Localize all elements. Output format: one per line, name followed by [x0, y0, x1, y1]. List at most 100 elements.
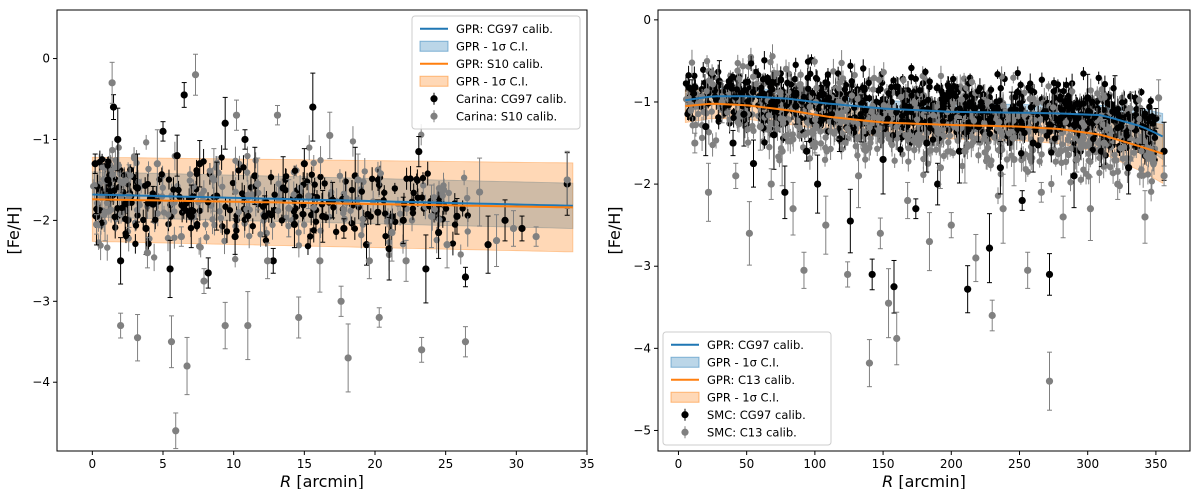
data-point: [789, 205, 797, 213]
data-point: [461, 273, 470, 281]
cloud-point: [291, 167, 299, 174]
cloud-point: [870, 74, 878, 82]
cloud-point: [703, 88, 710, 95]
cloud-point: [295, 242, 303, 249]
cloud-point: [1147, 97, 1154, 105]
data-point: [936, 164, 944, 172]
cloud-point: [806, 155, 814, 162]
cloud-point: [804, 58, 812, 65]
data-point: [688, 86, 696, 94]
data-point: [435, 228, 443, 237]
data-point: [109, 103, 118, 111]
cloud-point: [1078, 119, 1086, 126]
cloud-point: [377, 170, 384, 177]
cloud-point: [1085, 119, 1092, 126]
cloud-point: [206, 167, 214, 174]
data-point: [319, 212, 327, 220]
cloud-point: [235, 208, 242, 216]
data-point: [279, 184, 287, 192]
cloud-point: [145, 165, 152, 173]
cloud-point: [255, 189, 262, 197]
data-point: [1125, 164, 1133, 172]
cloud-point: [1087, 158, 1094, 165]
cloud-point: [709, 141, 716, 149]
data-point: [876, 229, 884, 237]
cloud-point: [685, 72, 692, 79]
data-point: [901, 102, 909, 110]
cloud-point: [1017, 118, 1025, 125]
cloud-point: [98, 156, 106, 163]
data-point: [354, 176, 362, 184]
cloud-point: [1014, 69, 1021, 77]
cloud-point: [750, 127, 757, 135]
cloud-point: [789, 131, 797, 138]
cloud-point: [295, 229, 302, 236]
cloud-point: [396, 210, 404, 217]
data-point: [715, 77, 723, 86]
data-point: [781, 188, 789, 196]
cloud-point: [773, 70, 781, 77]
cloud-point: [959, 162, 966, 170]
data-point: [210, 176, 218, 184]
legend-label: Carina: S10 calib.: [456, 109, 557, 123]
cloud-point: [1151, 134, 1159, 141]
cloud-point: [1075, 114, 1082, 122]
cloud-point: [985, 138, 992, 145]
data-point: [316, 257, 324, 265]
cloud-point: [988, 157, 995, 164]
cloud-point: [1048, 180, 1055, 188]
data-point: [518, 224, 526, 233]
cloud-point: [107, 206, 115, 214]
data-point: [221, 321, 229, 330]
cloud-point: [368, 175, 376, 183]
cloud-point: [734, 67, 741, 74]
cloud-point: [127, 172, 134, 179]
cloud-point: [1139, 172, 1147, 179]
cloud-point: [993, 98, 1000, 105]
data-point: [985, 244, 994, 252]
cloud-point: [854, 135, 861, 143]
cloud-point: [304, 242, 312, 250]
cloud-point: [922, 68, 929, 76]
cloud-point: [165, 176, 173, 183]
cloud-point: [145, 240, 152, 247]
data-point: [1024, 266, 1032, 274]
data-point: [1037, 188, 1045, 196]
cloud-point: [929, 136, 937, 143]
cloud-point: [888, 83, 895, 91]
cloud-point: [998, 131, 1006, 138]
data-point: [453, 212, 461, 220]
cloud-point: [965, 126, 972, 133]
cloud-point: [278, 217, 286, 224]
cloud-point: [865, 79, 872, 87]
cloud-point: [1132, 111, 1140, 119]
cloud-point: [1066, 132, 1073, 140]
cloud-point: [431, 206, 439, 213]
cloud-point: [154, 210, 161, 217]
x-tick-label: 10: [226, 457, 241, 471]
cloud-point: [1017, 150, 1025, 157]
legend: GPR: CG97 calib. GPR - 1σ C.I. GPR: S10 ca…: [411, 15, 581, 130]
cloud-point: [445, 189, 453, 197]
cloud-point: [777, 89, 784, 96]
cloud-point: [1017, 81, 1024, 89]
data-point: [492, 237, 501, 245]
cloud-point: [464, 228, 471, 235]
cloud-point: [911, 99, 919, 107]
data-point: [461, 338, 470, 346]
cloud-point: [744, 139, 752, 146]
cloud-point: [1146, 103, 1153, 111]
cloud-point: [842, 139, 849, 146]
cloud-point: [436, 216, 443, 223]
data-point: [944, 90, 953, 98]
cloud-point: [1120, 143, 1128, 151]
cloud-point: [939, 118, 947, 125]
x-tick-label: 35: [579, 457, 594, 471]
cloud-point: [1005, 130, 1013, 137]
data-point: [904, 196, 912, 205]
legend-label: Carina: CG97 calib.: [456, 92, 567, 106]
cloud-point: [999, 102, 1007, 109]
cloud-point: [1058, 106, 1065, 113]
cloud-point: [975, 87, 982, 95]
